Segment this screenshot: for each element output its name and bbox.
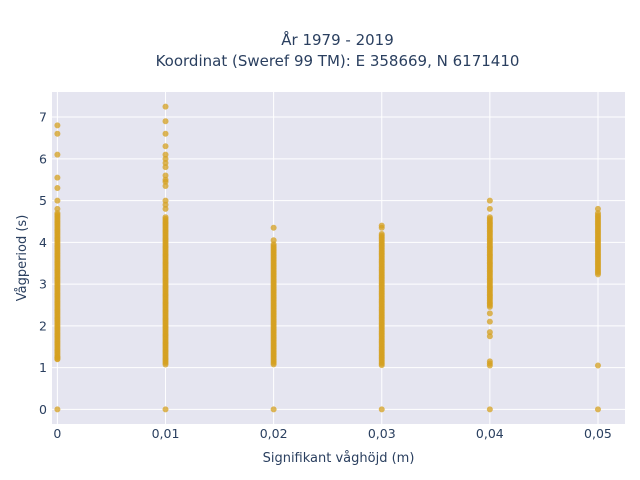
data-point [594,271,601,278]
data-point [162,164,169,171]
data-point [486,358,493,365]
y-tick-label: 1 [39,360,47,375]
tick-labels-layer: 0 1 2 3 4 5 6 7 0 0,01 0,02 0,03 0,04 0,05 [39,110,612,441]
y-tick-label: 2 [39,318,47,333]
y-axis-title: Vågperiod (s) [15,215,30,302]
data-point [54,151,61,158]
data-point [486,333,493,340]
y-tick-label: 6 [39,151,47,166]
data-point [54,406,61,413]
data-point [270,361,277,368]
data-point [54,130,61,137]
y-tick-label: 7 [39,110,47,125]
data-point [486,406,493,413]
data-point [162,176,169,183]
data-point [270,237,277,244]
plot-area [52,92,625,424]
data-point [162,151,169,158]
data-point [486,303,493,310]
data-point [486,197,493,204]
y-tick-label: 3 [39,277,47,292]
x-tick-label: 0,04 [476,426,504,441]
data-point [162,205,169,212]
y-tick-label: 4 [39,235,47,250]
chart-title-line-2: Koordinat (Sweref 99 TM): E 358669, N 61… [156,52,520,70]
data-point [162,143,169,150]
data-point [162,201,169,208]
data-point [162,182,169,189]
data-point [486,205,493,212]
data-point [54,205,61,212]
x-tick-label: 0,05 [584,426,612,441]
data-point [594,210,601,217]
x-tick-label: 0,01 [152,426,180,441]
data-point [378,362,385,369]
x-tick-label: 0,02 [260,426,288,441]
data-point [162,103,169,110]
data-point [162,361,169,368]
data-point [54,197,61,204]
data-point [162,155,169,162]
data-point [486,318,493,325]
data-point [162,118,169,125]
data-point [162,130,169,137]
data-point [54,354,61,361]
x-tick-label: 0 [53,426,61,441]
data-point [486,310,493,317]
data-point [270,406,277,413]
y-tick-label: 5 [39,193,47,208]
data-point [594,205,601,212]
data-point [594,362,601,369]
data-point [162,406,169,413]
data-point [162,197,169,204]
data-points-layer [54,103,601,413]
data-point [594,406,601,413]
x-tick-label: 0,03 [368,426,396,441]
data-point [54,185,61,192]
data-point [486,329,493,336]
data-point [54,122,61,129]
data-point [378,222,385,229]
data-point [378,406,385,413]
data-point [162,172,169,179]
x-axis-title: Signifikant våghöjd (m) [263,451,415,466]
data-point [54,174,61,181]
data-point [162,159,169,166]
y-tick-label: 0 [39,402,47,417]
data-point [270,224,277,231]
chart-title-line-1: År 1979 - 2019 [281,30,394,49]
